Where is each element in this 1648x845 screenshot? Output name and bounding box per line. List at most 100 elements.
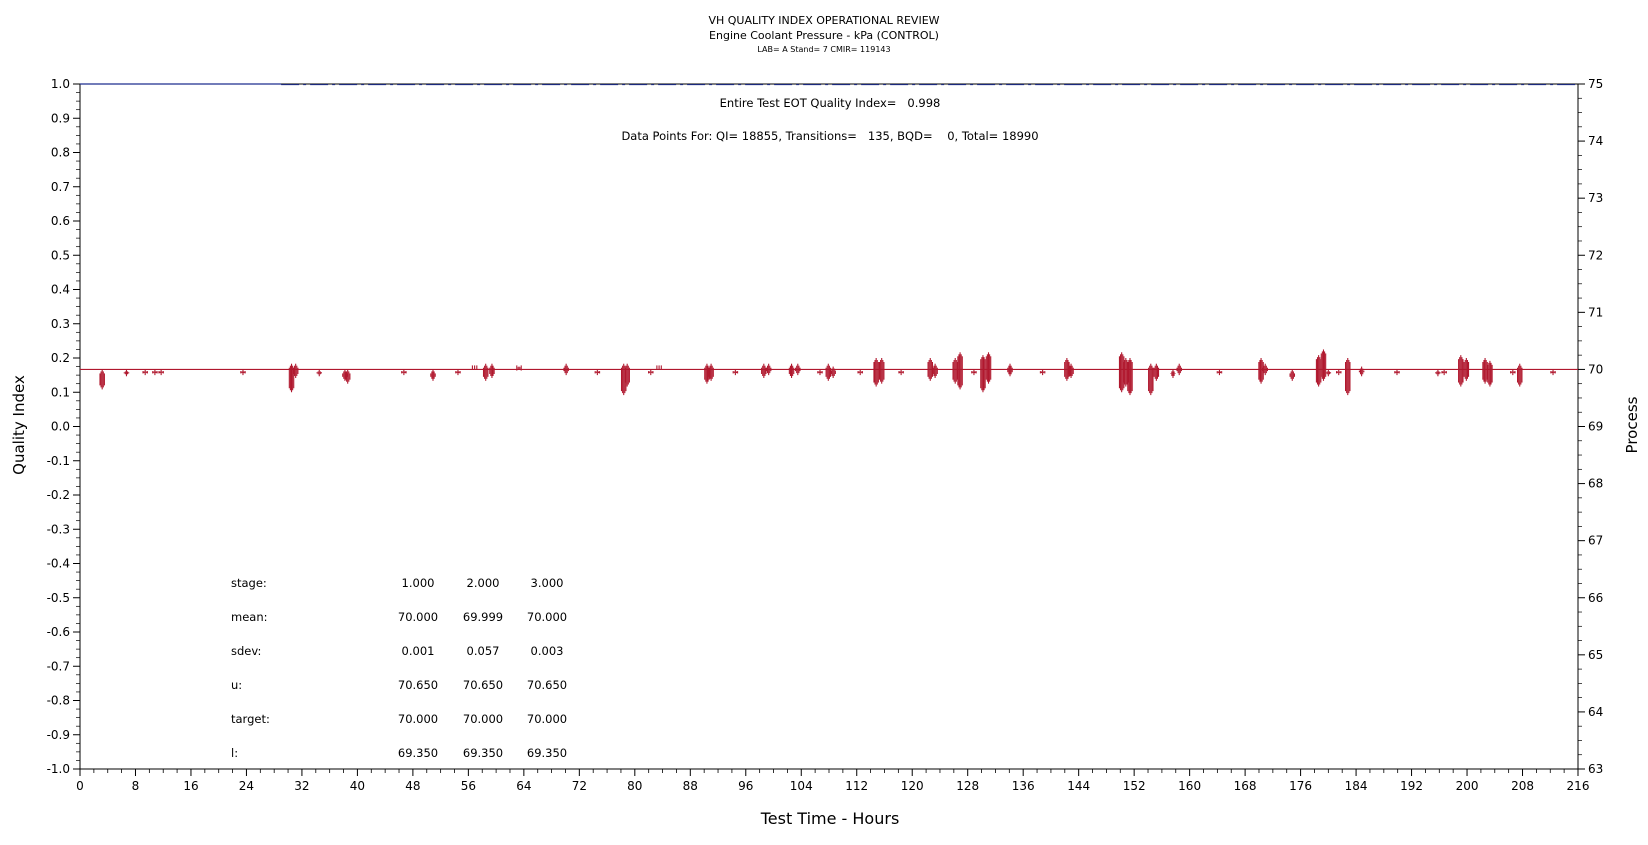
y-axis-left: 1.0 0.9 0.8 0.7 0.6 0.5 0.4 0.3 0.2 0.1 0.0 -0.1 -0.… (47, 77, 80, 776)
y-axis-right: 75 74 73 72 71 70 69 68 67 66 65 64 63 (1578, 77, 1603, 776)
y-right-tick-label: 63 (1588, 762, 1603, 776)
stats-row-value: 69.999 (463, 610, 503, 624)
y-left-tick-label: -0.9 (47, 728, 70, 742)
stats-row-label: stage: (231, 576, 267, 590)
x-tick-label: 128 (956, 779, 979, 793)
x-tick-label: 96 (738, 779, 753, 793)
stats-table: stage: 1.000 2.000 3.000 mean: 70.000 69.999 70… (231, 576, 567, 760)
x-tick-label: 24 (239, 779, 254, 793)
y-left-tick-label: -0.3 (47, 522, 70, 536)
process-series (80, 349, 1578, 396)
y-left-tick-label: -0.8 (47, 694, 70, 708)
stats-row-value: 70.000 (527, 712, 567, 726)
y-left-tick-label: 0.9 (51, 111, 70, 125)
y-left-tick-label: 0.1 (51, 385, 70, 399)
x-tick-label: 176 (1289, 779, 1312, 793)
y-left-tick-label: 0.5 (51, 248, 70, 262)
stats-row-value: 0.057 (467, 644, 500, 658)
quality-index-series (80, 83, 1578, 86)
y-left-tick-label: -0.1 (47, 454, 70, 468)
y-left-tick-label: -0.4 (47, 557, 70, 571)
stats-row-value: 70.000 (463, 712, 503, 726)
x-tick-label: 112 (845, 779, 868, 793)
x-tick-label: 32 (294, 779, 309, 793)
y-left-tick-label: -0.2 (47, 488, 70, 502)
y-left-tick-label: -0.6 (47, 625, 70, 639)
x-axis-label: Test Time - Hours (760, 809, 900, 828)
x-tick-label: 184 (1345, 779, 1368, 793)
y-left-tick-label: 0.6 (51, 214, 70, 228)
x-tick-label: 64 (516, 779, 531, 793)
x-tick-label: 48 (405, 779, 420, 793)
y-left-tick-label: 0.3 (51, 317, 70, 331)
y-right-tick-label: 75 (1588, 77, 1603, 91)
x-tick-label: 208 (1511, 779, 1534, 793)
x-tick-label: 40 (350, 779, 365, 793)
y-left-tick-label: 0.0 (51, 420, 70, 434)
x-tick-label: 168 (1234, 779, 1257, 793)
stats-row-value: 69.350 (398, 746, 438, 760)
y-left-tick-label: -0.7 (47, 659, 70, 673)
y-left-tick-label: 0.7 (51, 180, 70, 194)
stats-row-value: 3.000 (531, 576, 564, 590)
data-points-annotation: Data Points For: QI= 18855, Transitions=… (621, 129, 1038, 143)
chart-subtitle: Engine Coolant Pressure - kPa (CONTROL) (709, 29, 939, 42)
x-tick-label: 136 (1012, 779, 1035, 793)
x-tick-label: 88 (683, 779, 698, 793)
eot-quality-index-annotation: Entire Test EOT Quality Index= 0.998 (720, 96, 941, 110)
y-right-tick-label: 73 (1588, 191, 1603, 205)
x-tick-label: 72 (572, 779, 587, 793)
y-right-tick-label: 65 (1588, 648, 1603, 662)
stats-row-label: l: (231, 746, 238, 760)
x-tick-label: 104 (790, 779, 813, 793)
x-tick-label: 56 (461, 779, 476, 793)
stats-row-value: 0.001 (402, 644, 435, 658)
stats-row-label: mean: (231, 610, 268, 624)
stats-row-value: 70.000 (398, 610, 438, 624)
y-right-tick-label: 67 (1588, 534, 1603, 548)
stats-row-value: 0.003 (531, 644, 564, 658)
x-tick-label: 80 (627, 779, 642, 793)
y-right-tick-label: 72 (1588, 248, 1603, 262)
y-right-tick-label: 64 (1588, 705, 1603, 719)
x-tick-label: 152 (1123, 779, 1146, 793)
chart-title: VH QUALITY INDEX OPERATIONAL REVIEW (708, 14, 939, 27)
y-left-tick-label: -0.5 (47, 591, 70, 605)
y-left-tick-label: 0.2 (51, 351, 70, 365)
y-left-tick-label: -1.0 (47, 762, 70, 776)
x-tick-label: 192 (1400, 779, 1423, 793)
stats-row-value: 70.000 (527, 610, 567, 624)
stats-row-value: 69.350 (463, 746, 503, 760)
stats-row-value: 70.000 (398, 712, 438, 726)
x-tick-label: 144 (1067, 779, 1090, 793)
x-tick-label: 0 (76, 779, 84, 793)
stats-row-value: 70.650 (398, 678, 438, 692)
stats-row-label: sdev: (231, 644, 261, 658)
y-left-tick-label: 0.4 (51, 283, 70, 297)
y-axis-left-label: Quality Index (10, 375, 28, 475)
y-right-tick-label: 69 (1588, 420, 1603, 434)
plot-frame (79, 83, 1579, 770)
chart-info-line: LAB= A Stand= 7 CMIR= 119143 (757, 45, 890, 54)
stats-row-label: u: (231, 678, 242, 692)
stats-row-value: 2.000 (467, 576, 500, 590)
stats-row-value: 69.350 (527, 746, 567, 760)
y-right-tick-label: 68 (1588, 477, 1603, 491)
y-axis-right-label: Process (1623, 396, 1641, 453)
x-tick-label: 16 (183, 779, 198, 793)
stats-row-label: target: (231, 712, 270, 726)
y-right-tick-label: 71 (1588, 305, 1603, 319)
y-right-tick-label: 74 (1588, 134, 1603, 148)
stats-row-value: 1.000 (402, 576, 435, 590)
y-right-tick-label: 70 (1588, 362, 1603, 376)
y-left-tick-label: 1.0 (51, 77, 70, 91)
y-left-tick-label: 0.8 (51, 146, 70, 160)
plot-border (79, 83, 1579, 770)
x-tick-label: 216 (1567, 779, 1590, 793)
stats-row-value: 70.650 (463, 678, 503, 692)
y-right-tick-label: 66 (1588, 591, 1603, 605)
x-axis: 0 8 16 24 32 40 48 56 64 72 80 88 96 104 112 120 128 136 1… (76, 769, 1589, 793)
x-tick-label: 120 (901, 779, 924, 793)
x-tick-label: 200 (1456, 779, 1479, 793)
